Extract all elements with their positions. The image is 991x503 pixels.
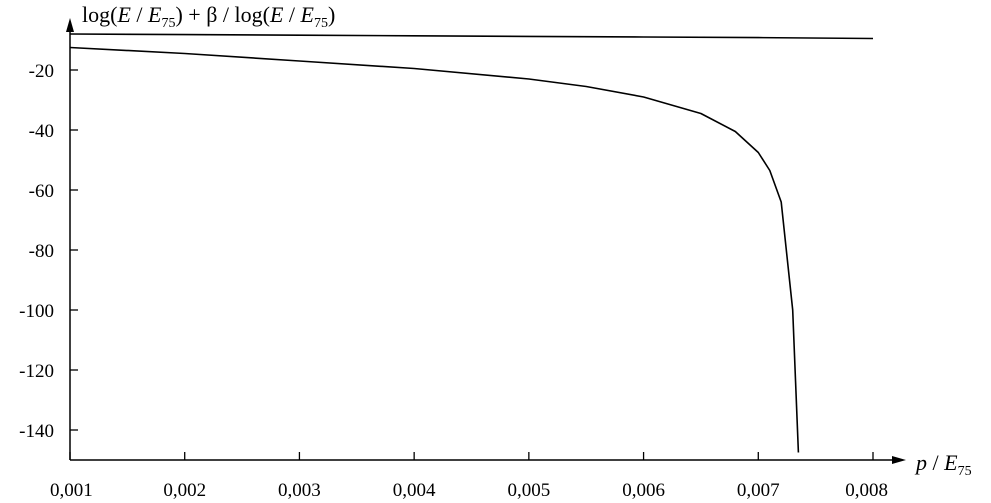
- x-tick-label: 0,002: [163, 480, 206, 501]
- y-tick-label: -120: [19, 361, 54, 382]
- y-axis-arrow: [66, 18, 74, 32]
- y-tick-label: -40: [29, 121, 54, 142]
- x-ticks: 0,001 0,002 0,003 0,004 0,005 0,006 0,007 0,008: [50, 452, 888, 501]
- series-line-1: [69, 33, 874, 40]
- y-tick-label: -100: [19, 301, 54, 322]
- x-tick-label: 0,007: [737, 480, 780, 501]
- y-tick-label: -80: [29, 241, 54, 262]
- y-tick-label: -20: [29, 61, 54, 82]
- y-tick-label: -140: [19, 421, 54, 442]
- x-tick-label: 0,006: [622, 480, 665, 501]
- x-axis-arrow: [892, 456, 906, 464]
- y-axis-title: log(E / E75) + β / log(E / E75): [82, 2, 335, 31]
- x-axis-title: p / E75: [914, 450, 972, 479]
- x-tick-label: 0,008: [845, 480, 888, 501]
- y-tick-label: -60: [29, 181, 54, 202]
- x-tick-label: 0,005: [507, 480, 550, 501]
- axes: [66, 18, 906, 464]
- x-tick-label: 0,001: [50, 480, 93, 501]
- y-ticks: -20 -40 -60 -80 -100 -120 -140: [19, 61, 78, 442]
- series-layer: [69, 33, 874, 453]
- series-line-2: [69, 46, 800, 453]
- x-tick-label: 0,003: [278, 480, 321, 501]
- x-tick-label: 0,004: [393, 480, 436, 501]
